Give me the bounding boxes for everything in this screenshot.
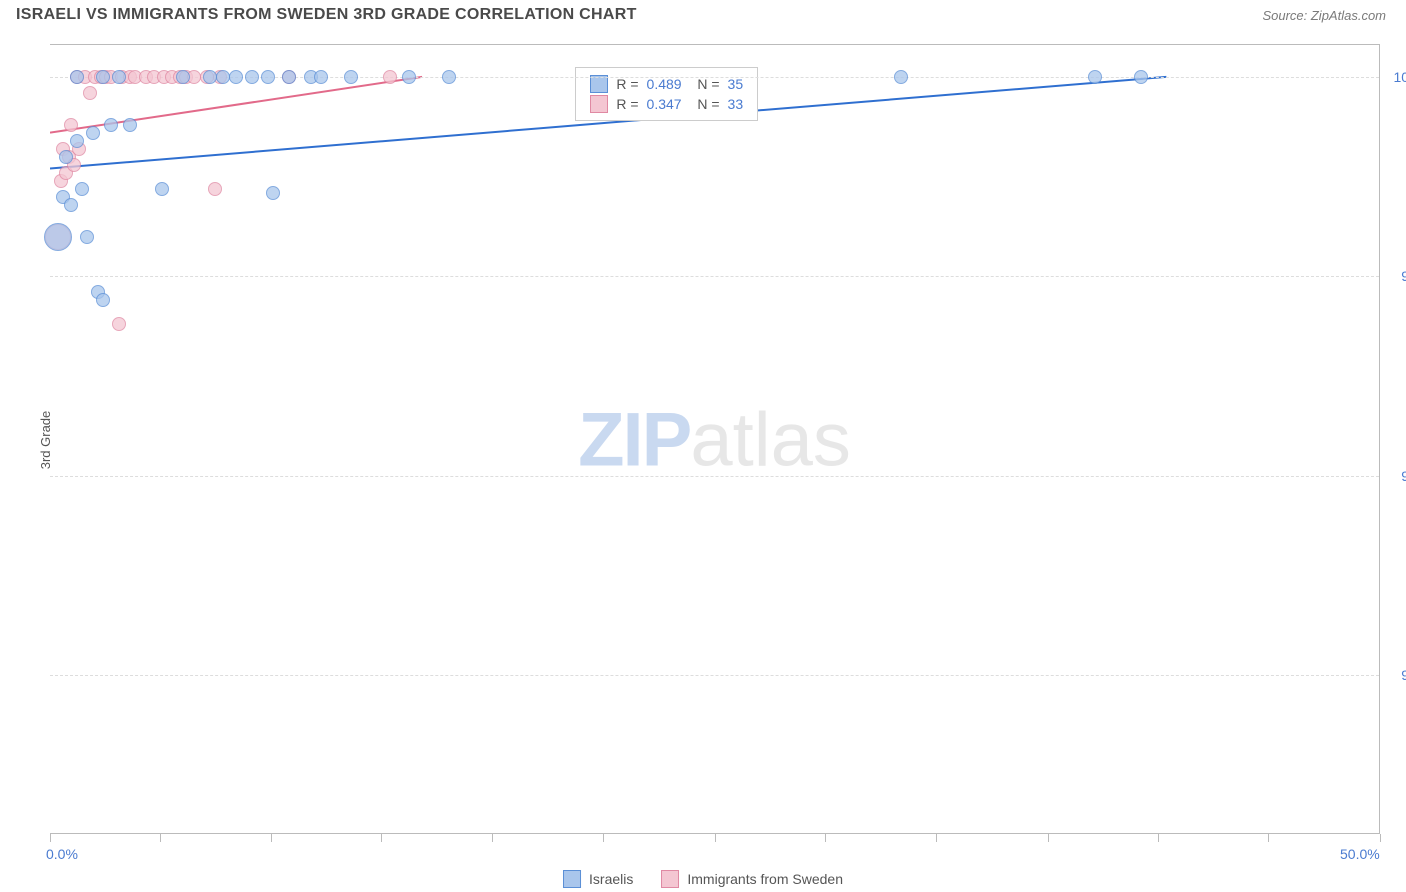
swatch-sweden [661,870,679,888]
watermark-zip: ZIP [578,397,690,482]
x-tick [1158,834,1159,842]
legend-text: R = [616,96,638,112]
data-point [75,182,89,196]
data-point [203,70,217,84]
legend-r-value: 0.489 [647,76,682,92]
data-point [96,70,110,84]
x-tick [271,834,272,842]
legend-r-value: 0.347 [647,96,682,112]
legend-n-value: 35 [728,76,744,92]
x-tick [50,834,51,842]
data-point [402,70,416,84]
data-point [1134,70,1148,84]
legend-label-sweden: Immigrants from Sweden [687,871,843,887]
footer-legend: Israelis Immigrants from Sweden [563,870,843,888]
data-point [70,134,84,148]
data-point [112,70,126,84]
data-point [344,70,358,84]
data-point [80,230,94,244]
data-point [383,70,397,84]
y-tick-label: 95.0% [1387,468,1406,484]
data-point [96,293,110,307]
data-point [216,70,230,84]
data-point [112,317,126,331]
y-tick-label: 92.5% [1387,667,1406,683]
data-point [314,70,328,84]
legend-text: R = [616,76,638,92]
data-point [44,223,72,251]
y-tick-label: 97.5% [1387,268,1406,284]
data-point [176,70,190,84]
x-tick [381,834,382,842]
data-point [64,198,78,212]
data-point [245,70,259,84]
x-tick-label: 0.0% [46,846,78,862]
plot-region: 3rd Grade ZIPatlas R = 0.489 N = 35R = 0… [50,44,1380,834]
y-tick-label: 100.0% [1387,69,1406,85]
data-point [261,70,275,84]
x-tick [603,834,604,842]
data-point [894,70,908,84]
legend-text: N = [690,76,720,92]
chart-title: ISRAELI VS IMMIGRANTS FROM SWEDEN 3RD GR… [16,6,637,24]
data-point [1088,70,1102,84]
legend-item-israelis: Israelis [563,870,633,888]
chart-area: 3rd Grade ZIPatlas R = 0.489 N = 35R = 0… [50,44,1380,834]
legend-n-value: 33 [728,96,744,112]
data-point [442,70,456,84]
x-tick [1268,834,1269,842]
data-point [208,182,222,196]
x-tick [160,834,161,842]
data-point [229,70,243,84]
data-point [104,118,118,132]
data-point [83,86,97,100]
trend-lines [50,45,1379,834]
x-tick [1380,834,1381,842]
y-axis-label: 3rd Grade [38,410,53,469]
swatch-icon [590,95,608,113]
legend-text: N = [690,96,720,112]
gridline [50,476,1379,477]
data-point [266,186,280,200]
x-tick-label: 50.0% [1340,846,1380,862]
legend-item-sweden: Immigrants from Sweden [661,870,843,888]
data-point [70,70,84,84]
stats-legend: R = 0.489 N = 35 R = 0.347 N = 33 [575,67,758,121]
stats-legend-row: R = 0.347 N = 33 [590,94,743,114]
chart-header: ISRAELI VS IMMIGRANTS FROM SWEDEN 3RD GR… [0,0,1406,30]
data-point [123,118,137,132]
watermark: ZIPatlas [578,396,851,483]
data-point [64,118,78,132]
x-tick [492,834,493,842]
x-tick [825,834,826,842]
x-tick [936,834,937,842]
legend-label-israelis: Israelis [589,871,633,887]
gridline [50,276,1379,277]
data-point [59,150,73,164]
data-point [282,70,296,84]
chart-source: Source: ZipAtlas.com [1262,8,1386,23]
swatch-israelis [563,870,581,888]
x-tick [715,834,716,842]
watermark-atlas: atlas [690,397,851,482]
x-tick [1048,834,1049,842]
data-point [86,126,100,140]
data-point [155,182,169,196]
gridline [50,675,1379,676]
